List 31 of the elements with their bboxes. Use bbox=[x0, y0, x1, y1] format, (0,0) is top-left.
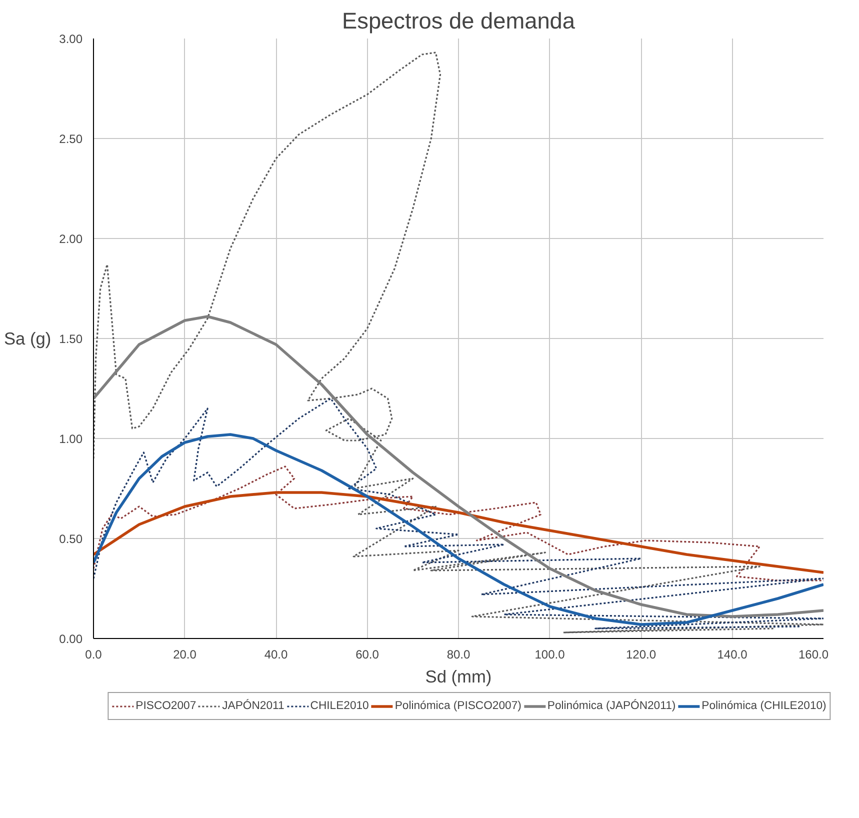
line-series bbox=[94, 433, 824, 626]
y-tick-label: 0.00 bbox=[59, 632, 83, 646]
legend-label: Polinómica (CHILE2010) bbox=[702, 700, 826, 712]
x-tick-label: 40.0 bbox=[264, 648, 288, 662]
legend-label: JAPÓN2011 bbox=[222, 700, 284, 712]
line-series bbox=[94, 491, 824, 574]
legend-label: PISCO2007 bbox=[136, 700, 196, 712]
y-axis-title: Sa (g) bbox=[4, 328, 52, 348]
x-tick-label: 0.0 bbox=[85, 648, 102, 662]
legend-label: CHILE2010 bbox=[310, 700, 369, 712]
y-tick-label: 2.00 bbox=[59, 232, 83, 246]
legend-label: Polinómica (JAPÓN2011) bbox=[547, 700, 676, 712]
line-series bbox=[94, 466, 824, 582]
legend-label: Polinómica (PISCO2007) bbox=[394, 700, 522, 712]
y-tick-label: 1.00 bbox=[59, 432, 83, 446]
line-series bbox=[94, 315, 824, 618]
y-tick-label: 0.50 bbox=[59, 532, 83, 546]
x-tick-label: 120.0 bbox=[626, 648, 656, 662]
line-series bbox=[94, 52, 824, 634]
x-tick-label: 20.0 bbox=[173, 648, 197, 662]
x-tick-label: 80.0 bbox=[446, 648, 471, 662]
x-tick-label: 140.0 bbox=[717, 648, 748, 662]
x-tick-label: 60.0 bbox=[356, 648, 380, 662]
y-tick-label: 1.50 bbox=[59, 332, 83, 346]
y-tick-label: 2.50 bbox=[59, 132, 83, 146]
x-tick-label: 160.0 bbox=[798, 648, 829, 662]
y-tick-label: 3.00 bbox=[59, 32, 83, 46]
chart-title: Espectros de demanda bbox=[342, 8, 576, 34]
line-series bbox=[94, 398, 824, 630]
x-tick-label: 100.0 bbox=[534, 648, 566, 662]
x-axis-title: Sd (mm) bbox=[425, 666, 492, 686]
